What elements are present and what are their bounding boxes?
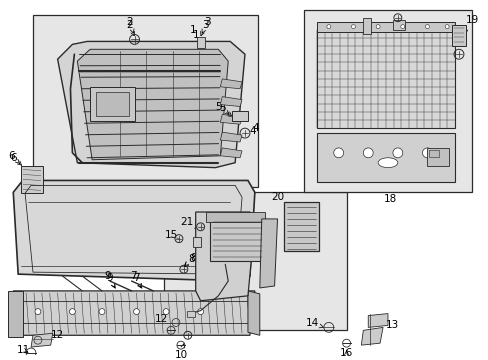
- Bar: [186, 311, 194, 316]
- Polygon shape: [220, 96, 242, 107]
- Polygon shape: [361, 327, 382, 345]
- Circle shape: [133, 309, 139, 315]
- Text: 7: 7: [130, 271, 141, 288]
- Bar: [21, 166, 43, 193]
- Circle shape: [392, 148, 402, 158]
- Bar: [164, 192, 346, 330]
- Bar: [192, 237, 200, 247]
- Polygon shape: [220, 114, 242, 124]
- Polygon shape: [8, 291, 23, 337]
- Bar: [316, 133, 454, 183]
- Bar: [304, 10, 471, 192]
- Bar: [316, 22, 454, 32]
- Circle shape: [69, 309, 75, 315]
- Text: 19: 19: [460, 15, 478, 44]
- Text: 4: 4: [252, 123, 259, 133]
- Text: 18: 18: [383, 194, 396, 204]
- Bar: [316, 30, 454, 128]
- Text: 17: 17: [196, 230, 209, 240]
- Text: 13: 13: [386, 320, 399, 330]
- Polygon shape: [195, 212, 254, 301]
- Circle shape: [363, 148, 372, 158]
- Text: 20: 20: [270, 192, 284, 202]
- Polygon shape: [58, 41, 244, 168]
- Text: 3: 3: [202, 17, 210, 33]
- Text: 11: 11: [17, 345, 30, 355]
- Circle shape: [163, 309, 169, 315]
- Polygon shape: [13, 291, 254, 335]
- Polygon shape: [77, 49, 228, 160]
- Text: 10: 10: [174, 344, 187, 360]
- Text: 9: 9: [104, 271, 115, 288]
- Circle shape: [400, 24, 404, 28]
- Bar: [284, 202, 318, 251]
- Circle shape: [425, 24, 428, 28]
- Bar: [392, 20, 404, 30]
- Bar: [196, 37, 204, 48]
- Bar: [33, 15, 257, 187]
- Polygon shape: [247, 291, 259, 335]
- Circle shape: [422, 148, 431, 158]
- Text: 16: 16: [339, 348, 352, 358]
- Polygon shape: [220, 148, 242, 158]
- Text: 5: 5: [219, 103, 231, 116]
- Bar: [451, 24, 465, 46]
- Text: 3: 3: [200, 20, 208, 36]
- Bar: [363, 18, 370, 33]
- Polygon shape: [259, 219, 277, 288]
- Polygon shape: [367, 314, 387, 327]
- Polygon shape: [13, 180, 254, 281]
- Text: 6: 6: [8, 151, 20, 163]
- Text: 12: 12: [154, 314, 167, 324]
- Bar: [205, 212, 264, 222]
- Bar: [210, 217, 264, 261]
- Bar: [96, 92, 128, 116]
- Circle shape: [351, 24, 355, 28]
- Text: 7: 7: [133, 273, 142, 288]
- Polygon shape: [31, 333, 53, 347]
- Polygon shape: [220, 132, 242, 142]
- Text: 5: 5: [215, 102, 229, 114]
- Circle shape: [333, 148, 343, 158]
- Text: 2: 2: [126, 20, 134, 36]
- Text: 1: 1: [192, 30, 199, 40]
- Circle shape: [99, 309, 105, 315]
- Text: 12: 12: [51, 330, 64, 340]
- Circle shape: [326, 24, 330, 28]
- Bar: [427, 148, 448, 166]
- Ellipse shape: [377, 158, 397, 168]
- Text: 1: 1: [189, 24, 196, 35]
- Bar: [428, 150, 438, 157]
- Text: 15: 15: [164, 230, 177, 240]
- Text: 4: 4: [249, 126, 256, 136]
- Text: 9: 9: [106, 273, 115, 288]
- Text: 8: 8: [184, 255, 195, 266]
- Text: 14: 14: [305, 319, 324, 328]
- Polygon shape: [220, 79, 242, 89]
- Circle shape: [197, 309, 203, 315]
- Circle shape: [35, 309, 41, 315]
- Text: 21: 21: [180, 217, 199, 229]
- Circle shape: [444, 24, 448, 28]
- Text: 8: 8: [184, 253, 197, 267]
- Bar: [90, 87, 134, 121]
- Text: 6: 6: [10, 153, 21, 165]
- Circle shape: [375, 24, 379, 28]
- Bar: [232, 112, 247, 121]
- Text: 2: 2: [126, 17, 134, 33]
